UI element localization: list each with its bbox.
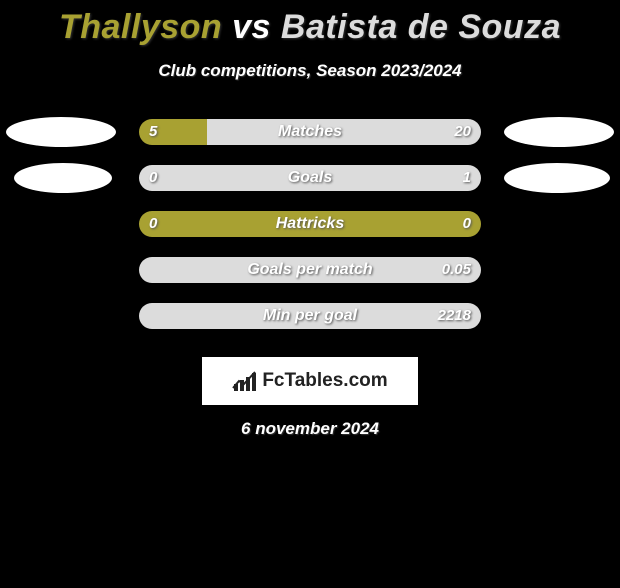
barchart-icon bbox=[232, 370, 258, 392]
stat-value-left: 5 bbox=[149, 119, 157, 145]
stat-bar: Goals0 1 bbox=[139, 165, 481, 191]
oval-right bbox=[504, 117, 614, 147]
stat-value-right: 0.05 bbox=[442, 257, 471, 283]
title: Thallyson vs Batista de Souza bbox=[0, 8, 620, 47]
logo-rest: Tables.com bbox=[285, 370, 388, 391]
stat-row: Hattricks0 0 bbox=[0, 201, 620, 247]
stat-value-left: 0 bbox=[149, 211, 157, 237]
stat-bar: Goals per match0.05 bbox=[139, 257, 481, 283]
stat-row: Matches5 20 bbox=[0, 109, 620, 155]
stat-value-left: 0 bbox=[149, 165, 157, 191]
stat-label: Min per goal bbox=[139, 303, 481, 329]
stat-value-right: 0 bbox=[463, 211, 471, 237]
stat-row: Goals per match0.05 bbox=[0, 247, 620, 293]
oval-right bbox=[504, 163, 610, 193]
stat-bar: Matches5 20 bbox=[139, 119, 481, 145]
logo-box: FcTables.com bbox=[202, 357, 418, 405]
subtitle: Club competitions, Season 2023/2024 bbox=[0, 61, 620, 81]
stat-label: Goals per match bbox=[139, 257, 481, 283]
stat-value-right: 20 bbox=[454, 119, 471, 145]
oval-left bbox=[6, 117, 116, 147]
stat-value-right: 2218 bbox=[438, 303, 471, 329]
title-player1: Thallyson bbox=[59, 8, 222, 46]
logo-text: FcTables.com bbox=[262, 370, 387, 392]
stat-label: Goals bbox=[139, 165, 481, 191]
stat-label: Matches bbox=[139, 119, 481, 145]
oval-left bbox=[14, 163, 112, 193]
stats-container: Matches520Goals01Hattricks00Goals per ma… bbox=[0, 109, 620, 339]
stat-label: Hattricks bbox=[139, 211, 481, 237]
logo-prefix: Fc bbox=[262, 370, 284, 391]
title-vs: vs bbox=[232, 8, 271, 46]
stat-bar: Min per goal2218 bbox=[139, 303, 481, 329]
stat-row: Min per goal2218 bbox=[0, 293, 620, 339]
stat-value-right: 1 bbox=[463, 165, 471, 191]
date: 6 november 2024 bbox=[0, 419, 620, 439]
title-player2: Batista de Souza bbox=[281, 8, 561, 46]
stat-row: Goals0 1 bbox=[0, 155, 620, 201]
stat-bar: Hattricks0 0 bbox=[139, 211, 481, 237]
